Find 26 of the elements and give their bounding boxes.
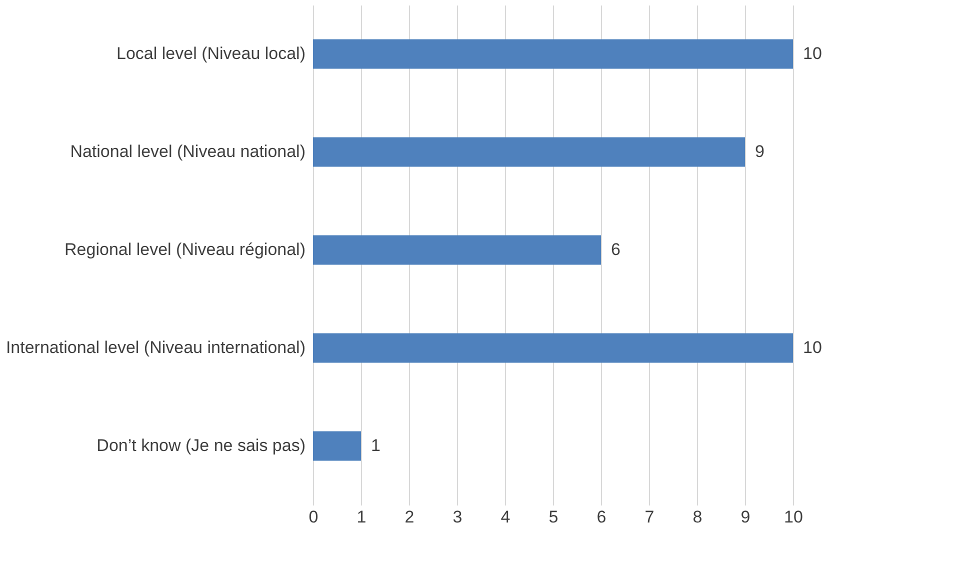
x-tick-label: 4 [500, 508, 510, 526]
bar [313, 137, 745, 167]
data-label: 10 [803, 338, 822, 357]
bar [313, 333, 793, 363]
x-tick-label: 1 [356, 508, 366, 526]
x-tick-label: 0 [308, 508, 318, 526]
y-tick-label: Regional level (Niveau régional) [64, 240, 306, 259]
y-tick-label: International level (Niveau international) [6, 338, 306, 357]
bar [313, 39, 793, 69]
x-tick-label: 6 [596, 508, 606, 526]
data-label: 10 [803, 44, 822, 63]
x-tick-label: 3 [452, 508, 462, 526]
bar [313, 431, 361, 461]
data-label: 6 [611, 240, 620, 259]
y-tick-label: Local level (Niveau local) [116, 44, 306, 63]
bar [313, 235, 601, 265]
x-tick-label: 8 [692, 508, 702, 526]
x-tick-label: 10 [784, 508, 803, 526]
x-tick-label: 7 [644, 508, 654, 526]
x-tick-label: 2 [404, 508, 414, 526]
data-label: 9 [755, 142, 764, 161]
x-tick-label: 9 [740, 508, 750, 526]
y-tick-label: Don’t know (Je ne sais pas) [96, 436, 306, 455]
x-tick-label: 5 [548, 508, 558, 526]
data-label: 1 [371, 436, 380, 455]
y-tick-label: National level (Niveau national) [70, 142, 306, 161]
